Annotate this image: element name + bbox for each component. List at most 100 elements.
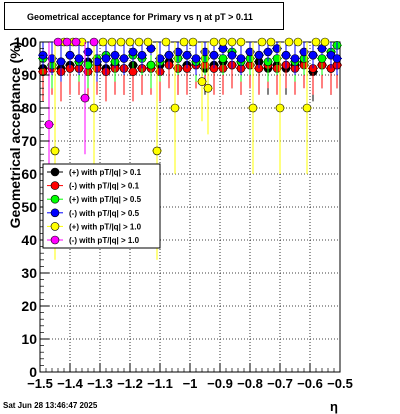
legend-label: (+) with pT/|q| > 0.5	[69, 195, 142, 204]
x-tick-label: −1	[183, 376, 198, 391]
marker-circle	[272, 44, 282, 53]
marker-circle	[50, 235, 60, 245]
data-marks	[38, 37, 342, 260]
marker-circle	[290, 54, 300, 63]
marker-circle	[302, 103, 312, 113]
y-tick-label: 90	[21, 67, 37, 83]
legend-marker	[50, 194, 60, 204]
data-point	[155, 54, 165, 63]
marker-circle	[50, 194, 60, 204]
marker-circle	[44, 120, 54, 129]
legend-label: (-) with pT/|q| > 1.0	[69, 236, 140, 245]
marker-circle	[50, 167, 60, 177]
marker-circle	[188, 37, 198, 47]
marker-circle	[134, 37, 144, 47]
data-point	[290, 54, 300, 63]
data-point	[302, 103, 312, 113]
data-point	[83, 47, 93, 57]
marker-circle	[254, 50, 264, 60]
marker-circle	[128, 47, 138, 57]
data-point	[56, 57, 66, 67]
data-point	[203, 83, 213, 93]
y-axis-label: Geometrical acceptance (%)	[7, 42, 23, 229]
marker-circle	[293, 37, 303, 47]
data-point	[71, 37, 81, 47]
data-point	[137, 50, 147, 60]
marker-circle	[311, 37, 321, 47]
data-point	[173, 47, 183, 57]
legend-marker	[50, 167, 60, 177]
footer-timestamp: Sat Jun 28 13:46:47 2025	[3, 401, 98, 410]
data-point	[284, 37, 294, 47]
x-tick-label: −1.2	[117, 376, 143, 391]
data-point	[191, 54, 201, 63]
data-point	[257, 37, 267, 47]
data-point	[65, 50, 75, 60]
marker-circle	[155, 54, 165, 63]
y-tick-label: 60	[21, 166, 37, 182]
marker-circle	[218, 37, 228, 47]
data-point	[47, 54, 57, 63]
marker-circle	[110, 50, 120, 60]
data-point	[128, 47, 138, 57]
marker-circle	[146, 60, 156, 70]
data-point	[266, 37, 276, 47]
data-point	[146, 60, 156, 70]
marker-circle	[116, 37, 126, 47]
marker-circle	[89, 103, 99, 113]
data-point	[200, 47, 210, 57]
marker-circle	[248, 103, 258, 113]
data-point	[89, 37, 99, 47]
marker-circle	[173, 47, 183, 57]
data-point	[44, 120, 54, 129]
x-axis-label: η	[330, 399, 338, 414]
data-point	[188, 37, 198, 47]
marker-circle	[50, 181, 60, 190]
data-point	[227, 50, 237, 60]
legend-label: (-) with pT/|q| > 0.1	[69, 182, 140, 191]
data-point	[107, 37, 117, 47]
marker-circle	[245, 47, 255, 57]
data-point	[218, 37, 228, 47]
data-point	[134, 37, 144, 47]
legend-marker	[50, 208, 60, 218]
axes: −1.5 −1.4 −1.3 −1.2 −1.1 −1 −0.9 −0.8 −0.7 −0.6 −0…	[14, 34, 353, 391]
y-tick-label: 80	[21, 100, 37, 116]
y-tick-label: 20	[21, 298, 37, 314]
data-point	[218, 54, 228, 63]
data-point	[164, 50, 174, 60]
data-point	[299, 47, 309, 57]
data-point	[320, 37, 330, 47]
y-tick-label: 10	[21, 331, 37, 347]
marker-circle	[92, 57, 102, 67]
marker-circle	[137, 50, 147, 60]
y-tick-label: 0	[29, 364, 37, 380]
marker-circle	[101, 54, 111, 63]
legend-marker	[50, 181, 60, 190]
x-tick-label: −0.9	[207, 376, 233, 391]
marker-circle	[227, 50, 237, 60]
x-tick-label: −1.3	[87, 376, 113, 391]
legend-entry: (+) with pT/|q| > 0.5	[47, 194, 142, 204]
data-point	[332, 54, 342, 63]
legend-entry: (+) with pT/|q| > 1.0	[47, 222, 142, 231]
x-tick-label: −0.8	[237, 376, 263, 391]
marker-circle	[62, 37, 72, 47]
legend-entry: (-) with pT/|q| > 0.1	[47, 181, 140, 191]
marker-circle	[203, 83, 213, 93]
marker-circle	[143, 37, 153, 47]
data-point	[197, 77, 207, 86]
x-tick-label: −0.7	[267, 376, 293, 391]
marker-circle	[308, 50, 318, 60]
data-point	[311, 37, 321, 47]
marker-circle	[50, 146, 60, 156]
data-point	[317, 54, 327, 63]
data-point	[98, 37, 108, 47]
marker-circle	[332, 54, 342, 63]
data-point	[179, 37, 189, 47]
marker-circle	[281, 50, 291, 60]
data-point	[275, 103, 285, 113]
data-point	[245, 47, 255, 57]
legend: (+) with pT/|q| > 0.1 (-) with pT/|q| > 0…	[42, 163, 161, 249]
